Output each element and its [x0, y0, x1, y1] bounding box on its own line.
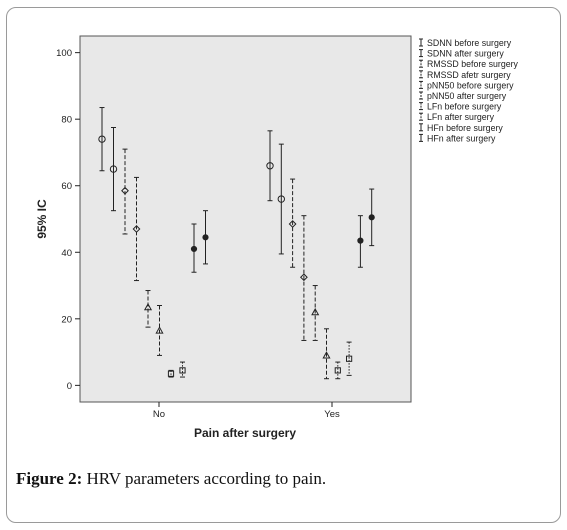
- mean-point: [346, 355, 353, 362]
- x-axis-label: Pain after surgery: [194, 426, 296, 440]
- y-tick-label: 40: [61, 248, 72, 259]
- mean-point: [288, 220, 297, 228]
- mean-point: [190, 245, 198, 253]
- mean-point: [368, 214, 375, 221]
- legend-entry: pNN50 after surgery: [427, 91, 507, 101]
- figure-caption-text: HRV parameters according to pain.: [82, 469, 327, 488]
- mean-point: [311, 307, 320, 316]
- legend-entry: HFn after surgery: [427, 133, 496, 143]
- mean-point: [277, 195, 285, 203]
- mean-point: [357, 237, 364, 244]
- mean-point: [179, 367, 186, 374]
- legend-entry: pNN50 before surgery: [427, 80, 514, 90]
- y-tick-label: 20: [61, 314, 72, 325]
- x-tick-label: No: [153, 409, 165, 420]
- mean-point: [167, 370, 175, 377]
- y-tick-label: 80: [61, 115, 72, 126]
- y-tick-label: 100: [56, 48, 72, 59]
- mean-point: [109, 165, 118, 173]
- legend-entry: SDNN after surgery: [427, 49, 504, 59]
- mean-point: [98, 135, 106, 143]
- legend-entry: HFn before surgery: [427, 123, 503, 133]
- mean-point: [155, 326, 164, 334]
- y-tick-label: 0: [67, 381, 72, 392]
- mean-point: [132, 225, 141, 233]
- figure-caption: Figure 2: HRV parameters according to pa…: [16, 469, 326, 489]
- x-tick-label: Yes: [324, 409, 340, 420]
- legend-entry: RMSSD afetr surgery: [427, 70, 511, 80]
- mean-point: [143, 302, 153, 311]
- figure-label: Figure 2:: [16, 469, 83, 488]
- y-axis-label: 95% IC: [35, 199, 49, 239]
- legend-entry: SDNN before surgery: [427, 38, 512, 48]
- plot-area: [79, 35, 412, 403]
- legend-entry: LFn after surgery: [427, 112, 495, 122]
- mean-point: [334, 367, 341, 374]
- mean-point: [266, 162, 274, 170]
- mean-point: [121, 186, 129, 195]
- mean-point: [202, 234, 209, 241]
- y-tick-label: 60: [61, 181, 72, 192]
- mean-point: [299, 273, 308, 282]
- legend-entry: LFn before surgery: [427, 102, 502, 112]
- mean-point: [322, 351, 331, 359]
- legend-entry: RMSSD before surgery: [427, 59, 519, 69]
